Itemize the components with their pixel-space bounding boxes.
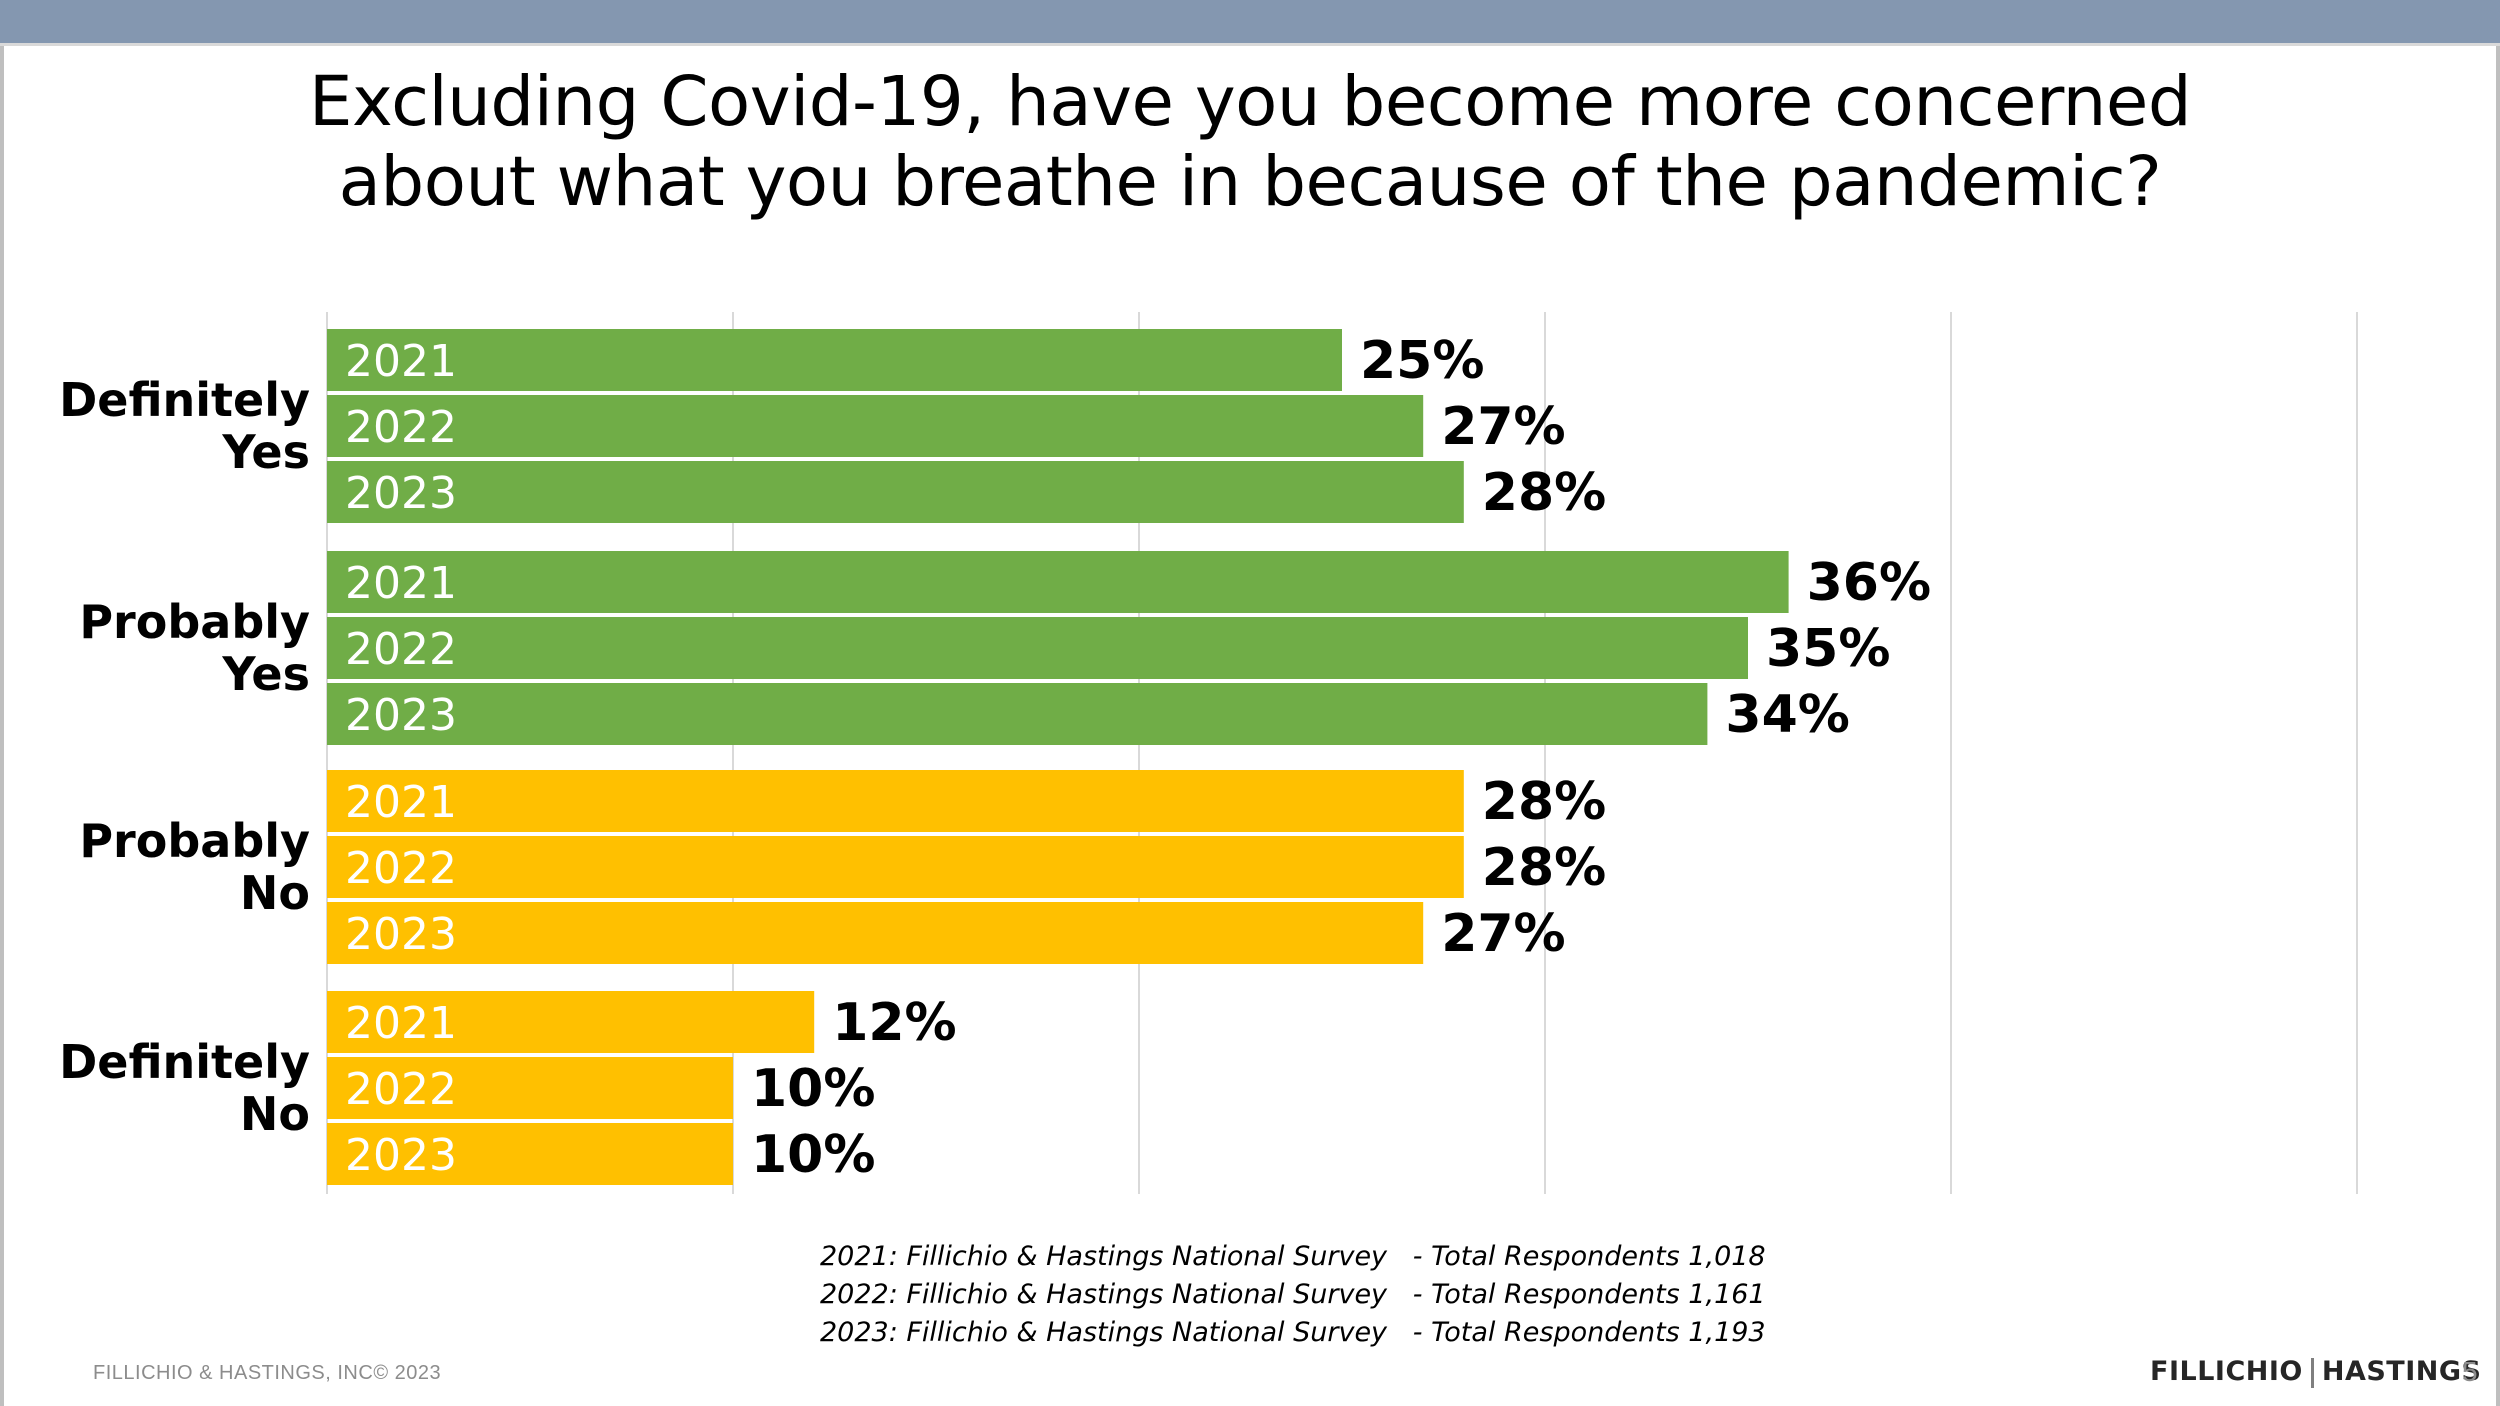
slide-border-left xyxy=(0,46,4,1406)
bar-series-label-definitely-yes-2023: 2023 xyxy=(345,468,457,519)
data-label-definitely-yes-2022: 27% xyxy=(1441,397,1565,457)
footnote-2022: 2022: Fillichio & Hastings National Surv… xyxy=(820,1279,1766,1310)
category-label-definitely-yes: Definitely Yes xyxy=(20,374,310,478)
bar-definitely-yes-2023 xyxy=(327,461,1464,523)
data-label-probably-yes-2022: 35% xyxy=(1766,619,1890,679)
company-logo: FILLICHIO HASTINGS xyxy=(2150,1356,2481,1388)
bar-series-label-definitely-yes-2021: 2021 xyxy=(345,336,457,387)
bar-series-label-definitely-no-2023: 2023 xyxy=(345,1130,457,1181)
bar-probably-yes-2021 xyxy=(327,551,1789,613)
bar-series-label-probably-no-2021: 2021 xyxy=(345,777,457,828)
bar-definitely-no-2022 xyxy=(327,1057,733,1119)
bar-probably-yes-2022 xyxy=(327,617,1748,679)
data-label-probably-yes-2023: 34% xyxy=(1725,685,1849,745)
category-label-line: Probably xyxy=(79,595,310,649)
copyright-text: FILLICHIO & HASTINGS, INC© 2023 xyxy=(93,1362,442,1384)
footnote-2021: 2021: Fillichio & Hastings National Surv… xyxy=(820,1241,1766,1272)
logo-right-text: HASTINGS xyxy=(2321,1356,2482,1387)
top-banner xyxy=(0,0,2500,46)
bar-series-label-probably-no-2023: 2023 xyxy=(345,909,457,960)
bar-definitely-no-2021 xyxy=(327,991,815,1053)
bar-series-label-definitely-no-2021: 2021 xyxy=(345,998,457,1049)
data-label-probably-no-2023: 27% xyxy=(1441,904,1565,964)
data-label-probably-no-2021: 28% xyxy=(1482,772,1606,832)
category-label-probably-no: Probably No xyxy=(20,815,310,919)
bar-series-label-probably-no-2022: 2022 xyxy=(345,843,457,894)
title-line-1: Excluding Covid-19, have you become more… xyxy=(308,62,2192,142)
title-line-2: about what you breathe in because of the… xyxy=(338,142,2162,222)
data-label-probably-yes-2021: 36% xyxy=(1807,553,1931,613)
bar-probably-yes-2023 xyxy=(327,683,1708,745)
data-label-definitely-yes-2021: 25% xyxy=(1360,331,1484,391)
category-label-line: Definitely xyxy=(59,1035,310,1089)
bar-series-label-definitely-no-2022: 2022 xyxy=(345,1064,457,1115)
bar-series-label-probably-yes-2023: 2023 xyxy=(345,690,457,741)
logo-divider xyxy=(2310,1357,2314,1388)
bar-series-label-probably-yes-2022: 2022 xyxy=(345,624,457,675)
data-label-definitely-no-2021: 12% xyxy=(832,993,956,1053)
category-label-line: Probably xyxy=(79,814,310,868)
data-label-definitely-yes-2023: 28% xyxy=(1482,463,1606,523)
bar-definitely-yes-2021 xyxy=(327,329,1342,391)
page-number: 5 xyxy=(2462,1356,2478,1387)
category-label-definitely-no: Definitely No xyxy=(20,1036,310,1140)
category-label-line: No xyxy=(239,1087,310,1141)
bar-definitely-yes-2022 xyxy=(327,395,1424,457)
bar-probably-no-2021 xyxy=(327,770,1464,832)
footnotes: 2021: Fillichio & Hastings National Surv… xyxy=(820,1238,1766,1352)
bar-probably-no-2022 xyxy=(327,836,1464,898)
footnote-2023: 2023: Fillichio & Hastings National Surv… xyxy=(820,1317,1766,1348)
category-label-line: Yes xyxy=(222,425,310,479)
data-label-probably-no-2022: 28% xyxy=(1482,838,1606,898)
category-label-line: Definitely xyxy=(59,373,310,427)
logo-left-text: FILLICHIO xyxy=(2150,1356,2303,1387)
data-label-definitely-no-2023: 10% xyxy=(751,1125,875,1185)
category-label-line: Yes xyxy=(222,647,310,701)
bar-series-label-definitely-yes-2022: 2022 xyxy=(345,402,457,453)
data-label-definitely-no-2022: 10% xyxy=(751,1059,875,1119)
category-label-probably-yes: Probably Yes xyxy=(20,596,310,700)
bar-definitely-no-2023 xyxy=(327,1123,733,1185)
chart-title: Excluding Covid-19, have you become more… xyxy=(250,62,2250,222)
slide-border-right xyxy=(2496,46,2500,1406)
bar-probably-no-2023 xyxy=(327,902,1424,964)
bar-series-label-probably-yes-2021: 2021 xyxy=(345,558,457,609)
category-label-line: No xyxy=(239,866,310,920)
